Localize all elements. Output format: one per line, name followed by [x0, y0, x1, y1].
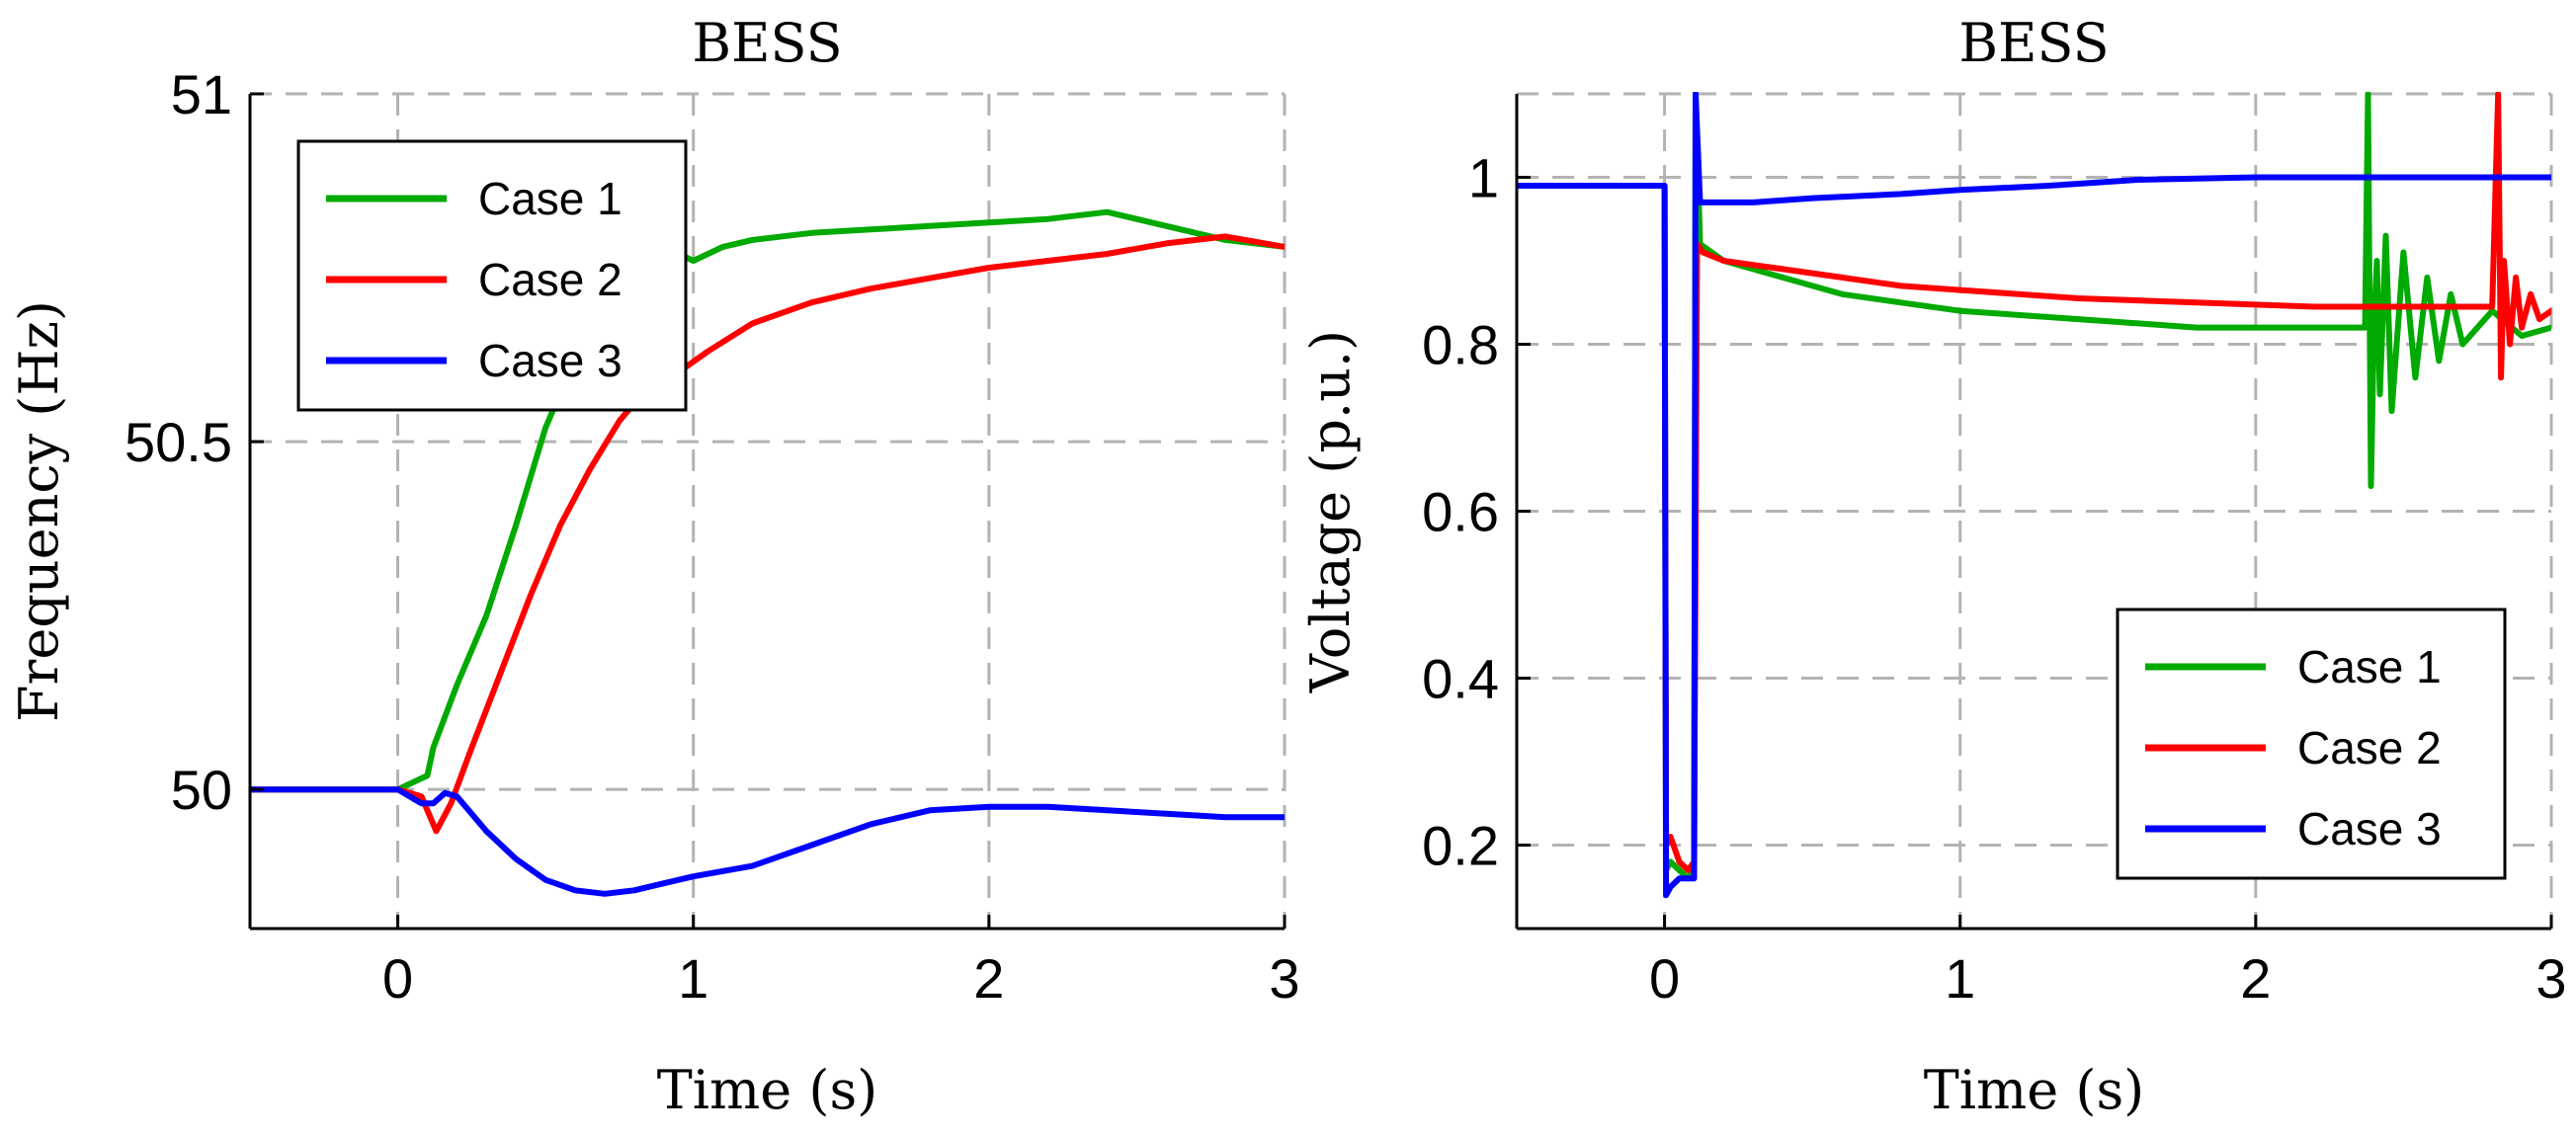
y-axis-label: Voltage (p.u.) — [1299, 330, 1362, 693]
series-line-case-3 — [1517, 92, 2551, 899]
y-tick-label: 0.4 — [1422, 648, 1499, 710]
x-tick-label: 3 — [1269, 947, 1299, 1010]
series-line-case-2 — [1517, 92, 2551, 873]
series-line-case-1 — [1517, 92, 2551, 882]
legend-label-case-2: Case 2 — [478, 254, 623, 305]
y-axis-label: Frequency (Hz) — [8, 300, 70, 722]
x-tick-label: 1 — [1945, 947, 1975, 1010]
legend-label-case-3: Case 3 — [478, 335, 623, 386]
legend-label-case-3: Case 3 — [2297, 803, 2442, 854]
x-axis-label: Time (s) — [657, 1059, 877, 1121]
chart-panel-2: 0 1 2 3 0.2 0.4 0.6 0.8 1 BESS Time (s) Voltage (p.… — [1299, 12, 2567, 1121]
y-tick-label: 0.6 — [1422, 481, 1499, 543]
x-tick-label: 0 — [382, 947, 413, 1010]
y-tick-label: 0.2 — [1422, 815, 1499, 877]
x-tick-label: 1 — [678, 947, 708, 1010]
y-tick-label: 51 — [171, 63, 232, 125]
y-tick-label: 50 — [171, 759, 232, 821]
x-axis-label: Time (s) — [1924, 1059, 2144, 1121]
x-tick-label: 2 — [973, 947, 1004, 1010]
x-tick-label: 0 — [1649, 947, 1680, 1010]
x-tick-label: 3 — [2535, 947, 2566, 1010]
legend-label-case-2: Case 2 — [2297, 722, 2442, 773]
legend-box — [2116, 608, 2507, 880]
chart-title: BESS — [692, 12, 842, 74]
legend: Case 1 Case 2 Case 3 — [296, 139, 688, 412]
series-group — [1517, 92, 2551, 899]
x-tick-label: 2 — [2240, 947, 2271, 1010]
chart-panel-1: 0 1 2 3 50 50.5 51 BESS Time (s) Frequency (Hz) Ca… — [8, 12, 1300, 1121]
chart-title: BESS — [1958, 12, 2109, 74]
legend-label-case-1: Case 1 — [2297, 641, 2442, 692]
series-line-case-3 — [250, 786, 1285, 897]
y-tick-label: 50.5 — [125, 411, 232, 473]
legend-label-case-1: Case 1 — [478, 173, 623, 224]
y-tick-label: 1 — [1468, 147, 1499, 209]
legend: Case 1 Case 2 Case 3 — [2116, 608, 2507, 880]
legend-box — [296, 139, 688, 412]
y-tick-label: 0.8 — [1422, 314, 1499, 376]
